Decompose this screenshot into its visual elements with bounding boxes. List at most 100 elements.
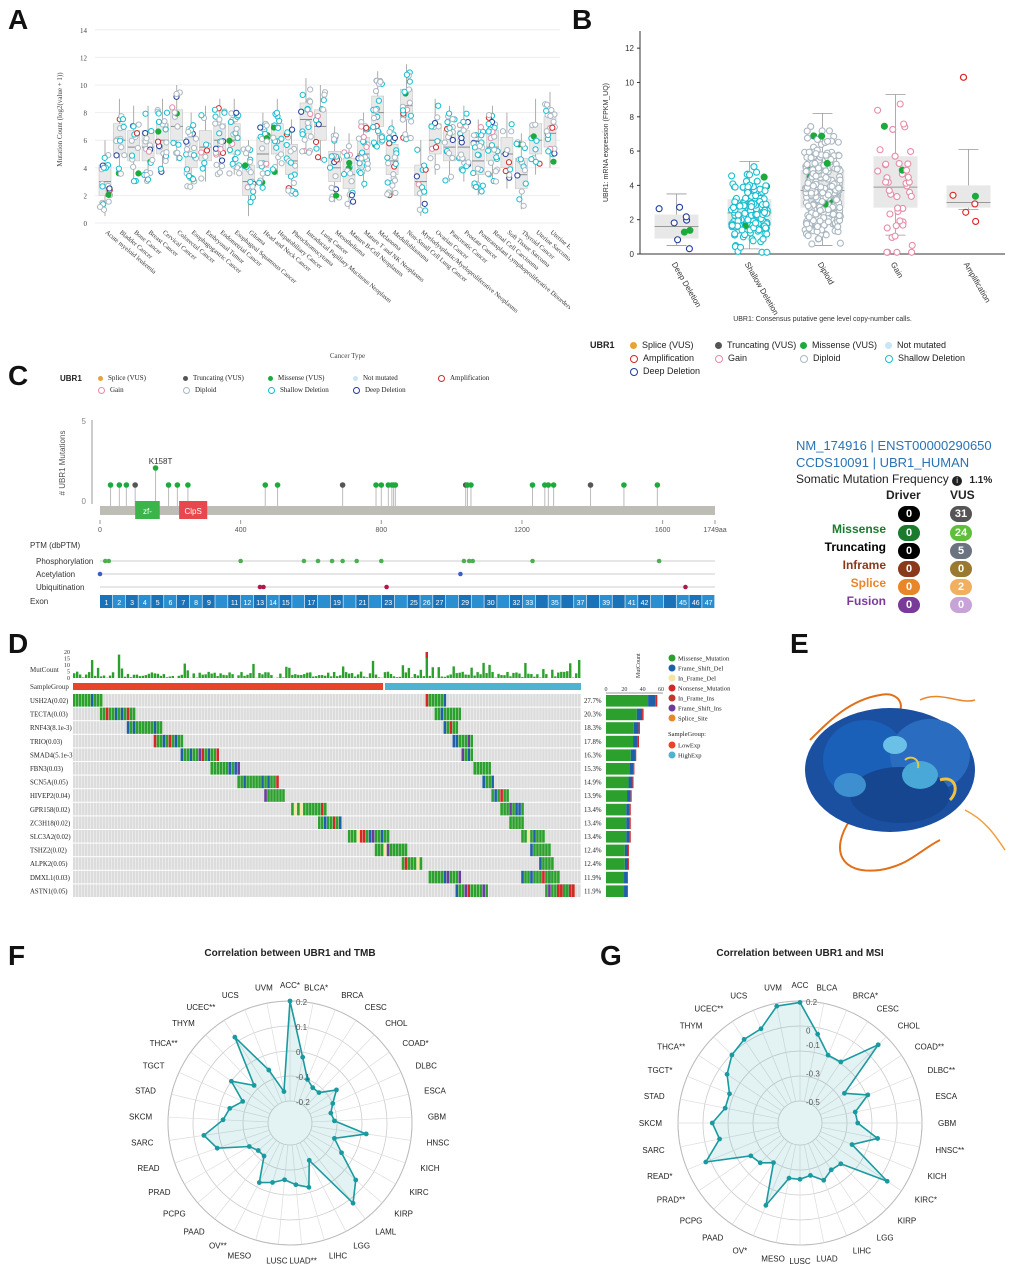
point-a bbox=[105, 191, 112, 198]
oncoprint-mut bbox=[383, 843, 387, 857]
oncoprint-cell bbox=[73, 857, 76, 870]
info-icon[interactable]: i bbox=[952, 476, 963, 486]
oncoprint-cell bbox=[578, 830, 581, 843]
point-b bbox=[834, 223, 842, 231]
oncoprint-cell bbox=[204, 721, 208, 734]
point-a bbox=[344, 200, 351, 207]
smf-row: Somatic Mutation Frequency i 1.1% bbox=[796, 472, 992, 486]
oncoprint-cell bbox=[231, 884, 234, 897]
oncoprint-cell bbox=[440, 734, 444, 748]
oncoprint-cell bbox=[285, 830, 288, 843]
oncoprint-cell bbox=[264, 870, 267, 884]
oncoprint-cell bbox=[306, 721, 309, 734]
oncoprint-cell bbox=[488, 721, 491, 734]
oncoprint-cell bbox=[156, 789, 160, 802]
oncoprint-cell bbox=[189, 762, 193, 775]
oncoprint-cell bbox=[210, 816, 214, 829]
oncoprint-cell bbox=[321, 775, 324, 789]
panel-c-legend: UBR1 Splice (VUS) Truncating (VUS) Missense… bbox=[60, 370, 580, 400]
oncoprint-cell bbox=[350, 721, 354, 734]
legend-item-c: Shallow Deletion bbox=[268, 386, 329, 394]
oncoprint-cell bbox=[365, 694, 369, 707]
oncoprint-cell bbox=[249, 734, 252, 748]
oncoprint-cell bbox=[533, 884, 536, 897]
oncoprint-cell bbox=[431, 830, 435, 843]
oncoprint-cell bbox=[219, 694, 223, 707]
oncoprint-cell bbox=[548, 721, 551, 734]
oncoprint-cell bbox=[386, 721, 390, 734]
oncoprint-cell bbox=[105, 775, 109, 789]
oncoprint-mut bbox=[318, 816, 321, 829]
point-b bbox=[900, 120, 908, 128]
gene-label: FBN3(0.03) bbox=[30, 766, 63, 773]
oncoprint-cell bbox=[207, 775, 211, 789]
oncoprint-cell bbox=[515, 707, 518, 721]
oncoprint-cell bbox=[530, 816, 533, 829]
exon-number: 1 bbox=[104, 600, 108, 607]
radar-point bbox=[748, 1153, 754, 1159]
oncoprint-cell bbox=[443, 775, 447, 789]
oncoprint-cell bbox=[350, 762, 354, 775]
lollipop-head bbox=[132, 482, 138, 488]
point-b bbox=[834, 138, 842, 146]
oncoprint-cell bbox=[491, 816, 494, 829]
gene-label: SLC3A2(0.02) bbox=[30, 834, 71, 841]
oncoprint-cell bbox=[452, 884, 456, 897]
oncoprint-cell bbox=[332, 789, 336, 802]
oncoprint-cell bbox=[273, 830, 276, 843]
uniprot-link[interactable]: UBR1_HUMAN bbox=[879, 455, 970, 470]
oncoprint-mut bbox=[84, 694, 88, 707]
oncoprint-cell bbox=[548, 816, 551, 829]
oncoprint-cell bbox=[524, 734, 527, 748]
oncoprint-cell bbox=[560, 775, 563, 789]
oncoprint-cell bbox=[228, 694, 231, 707]
mutcount-bar bbox=[419, 669, 423, 678]
oncoprint-cell bbox=[419, 884, 423, 897]
point-b bbox=[674, 236, 682, 244]
point-a bbox=[218, 163, 226, 170]
oncoprint-cell bbox=[282, 748, 285, 761]
oncoprint-cell bbox=[398, 707, 402, 721]
oncoprint-cell bbox=[192, 857, 196, 870]
oncoprint-cell bbox=[425, 789, 429, 802]
oncoprint-cell bbox=[473, 816, 477, 829]
mutcount-bar bbox=[527, 673, 530, 678]
oncoprint-cell bbox=[413, 707, 417, 721]
oncoprint-mut bbox=[309, 802, 312, 816]
enst-link[interactable]: ENST00000290650 bbox=[877, 438, 992, 453]
oncoprint-cell bbox=[371, 707, 375, 721]
oncoprint-cell bbox=[473, 830, 477, 843]
oncoprint-cell bbox=[572, 830, 575, 843]
mutcount-bar bbox=[207, 671, 210, 678]
oncoprint-cell bbox=[455, 775, 459, 789]
oncoprint-cell bbox=[294, 762, 297, 775]
oncoprint-mut bbox=[75, 694, 79, 707]
radar-area bbox=[202, 1000, 370, 1205]
nm-link[interactable]: NM_174916 bbox=[796, 438, 867, 453]
ccds-link[interactable]: CCDS10091 bbox=[796, 455, 869, 470]
oncoprint-cell bbox=[111, 830, 115, 843]
legend-title-b: UBR1 bbox=[590, 340, 615, 350]
oncoprint-cell bbox=[105, 721, 109, 734]
oncoprint-cell bbox=[96, 816, 100, 829]
gene-percent: 16.3% bbox=[584, 752, 602, 759]
point-a bbox=[117, 170, 124, 177]
oncoprint-cell bbox=[93, 775, 97, 789]
mutcount-bar bbox=[440, 676, 443, 678]
oncoprint-cell bbox=[446, 816, 450, 829]
oncoprint-cell bbox=[491, 830, 494, 843]
oncoprint-cell bbox=[530, 721, 533, 734]
oncoprint-cell bbox=[341, 843, 345, 857]
oncoprint-cell bbox=[165, 789, 169, 802]
oncoprint-mut bbox=[386, 830, 390, 843]
oncoprint-cell bbox=[350, 802, 354, 816]
oncoprint-cell bbox=[288, 857, 291, 870]
oncoprint-cell bbox=[557, 748, 560, 761]
mutcount-bar bbox=[446, 675, 449, 678]
point-a bbox=[148, 127, 155, 135]
oncoprint-cell bbox=[150, 775, 154, 789]
oncoprint-cell bbox=[404, 734, 408, 748]
oncoprint-cell bbox=[165, 816, 169, 829]
oncoprint-cell bbox=[455, 748, 459, 761]
oncoprint-cell bbox=[386, 884, 390, 897]
